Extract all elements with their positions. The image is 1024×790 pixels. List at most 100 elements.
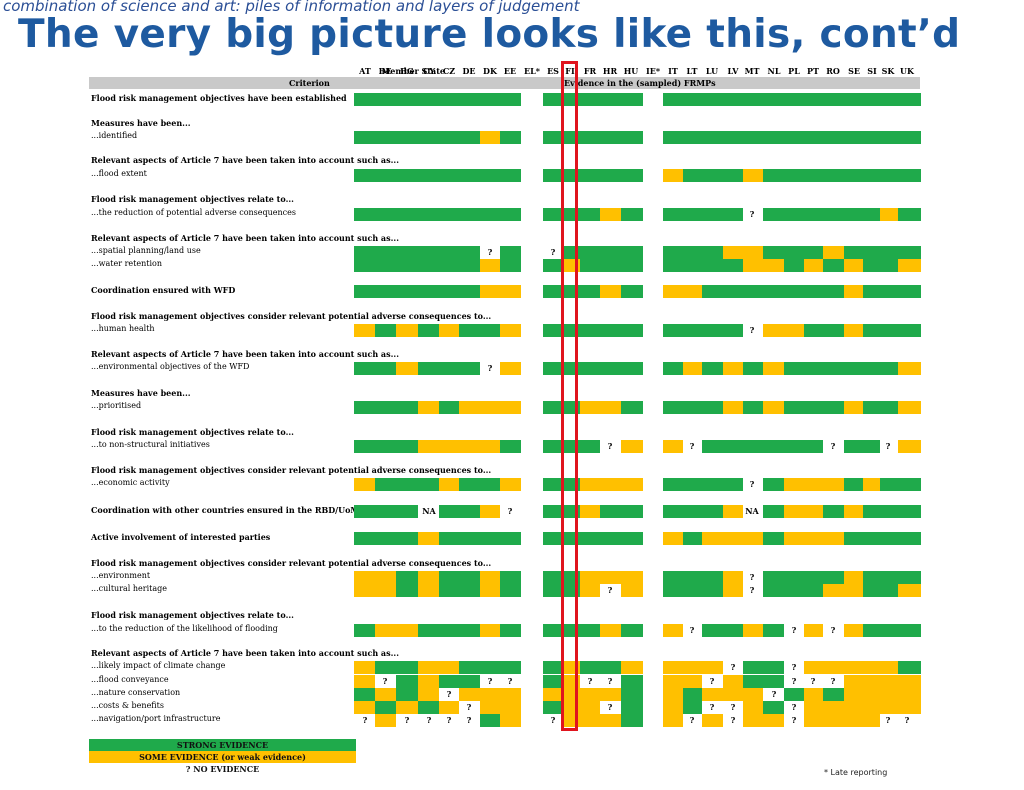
evidence-cell [480, 624, 501, 637]
evidence-cell [823, 246, 844, 259]
evidence-cell [663, 532, 683, 545]
evidence-cell [439, 259, 459, 272]
evidence-cell [663, 571, 683, 584]
country-code-fr: FR [583, 66, 597, 76]
evidence-cell [580, 571, 600, 584]
evidence-cell [723, 532, 743, 545]
evidence-cell [500, 285, 521, 298]
evidence-cell [439, 131, 459, 144]
evidence-cell [723, 208, 743, 221]
evidence-cell [823, 571, 844, 584]
evidence-cell [459, 208, 480, 221]
evidence-cell [439, 714, 459, 727]
evidence-cell [354, 532, 375, 545]
evidence-cell [723, 246, 743, 259]
no-evidence-mark: ? [791, 702, 797, 712]
evidence-cell [459, 169, 480, 182]
evidence-cell [600, 478, 621, 491]
evidence-cell [480, 532, 501, 545]
evidence-cell [844, 169, 864, 182]
criterion-label: Criterion [289, 78, 330, 88]
evidence-cell [683, 285, 703, 298]
evidence-cell [863, 478, 880, 491]
no-evidence-mark: ? [446, 715, 452, 725]
country-code-bg: BG [400, 66, 414, 76]
evidence-cell [439, 688, 459, 701]
evidence-cell [784, 505, 804, 518]
evidence-cell [621, 169, 643, 182]
evidence-cell [480, 208, 501, 221]
evidence-cell [863, 208, 880, 221]
evidence-cell [480, 362, 501, 375]
evidence-cell [702, 324, 723, 337]
evidence-cell [418, 362, 439, 375]
criterion-heading: Relevant aspects of Article 7 have been … [91, 648, 399, 658]
evidence-cell [439, 478, 459, 491]
evidence-cell [459, 440, 480, 453]
evidence-cell [396, 324, 418, 337]
evidence-cell [804, 714, 824, 727]
criterion-item-label: ...likely impact of climate change [91, 661, 226, 670]
evidence-cell [683, 714, 703, 727]
evidence-cell [663, 661, 683, 674]
evidence-cell [763, 714, 784, 727]
evidence-cell [663, 131, 683, 144]
evidence-cell [702, 169, 723, 182]
no-evidence-mark: ? [830, 676, 836, 686]
evidence-cell [683, 208, 703, 221]
evidence-cell [375, 324, 396, 337]
evidence-cell [784, 259, 804, 272]
evidence-cell [784, 131, 804, 144]
evidence-cell [480, 131, 501, 144]
evidence-cell [863, 440, 880, 453]
evidence-cell [439, 624, 459, 637]
evidence-cell [580, 246, 600, 259]
evidence-cell [580, 584, 600, 597]
evidence-cell [743, 478, 764, 491]
criterion-item-label: ...economic activity [91, 478, 170, 487]
evidence-cell [683, 675, 703, 688]
evidence-cell [396, 93, 418, 106]
evidence-cell [396, 701, 418, 714]
evidence-cell [418, 714, 439, 727]
evidence-cell [418, 401, 439, 414]
evidence-cell [543, 584, 562, 597]
country-code-lu: LU [705, 66, 719, 76]
evidence-cell [375, 259, 396, 272]
criterion-item-label: ...environmental objectives of the WFD [91, 362, 250, 371]
evidence-cell [743, 324, 764, 337]
evidence-cell [823, 688, 844, 701]
evidence-cell [784, 169, 804, 182]
evidence-cell [804, 661, 824, 674]
evidence-cell [459, 532, 480, 545]
evidence-cell [763, 584, 784, 597]
evidence-cell [683, 259, 703, 272]
evidence-cell [844, 675, 864, 688]
evidence-cell [823, 661, 844, 674]
evidence-cell [683, 131, 703, 144]
evidence-cell [543, 571, 562, 584]
evidence-cell [580, 362, 600, 375]
evidence-cell [898, 584, 921, 597]
evidence-cell [480, 661, 501, 674]
evidence-cell [804, 675, 824, 688]
evidence-cell [683, 701, 703, 714]
evidence-cell [898, 505, 921, 518]
evidence-cell [621, 285, 643, 298]
evidence-cell [580, 401, 600, 414]
evidence-cell [804, 362, 824, 375]
evidence-cell [784, 688, 804, 701]
evidence-cell [844, 362, 864, 375]
evidence-cell [683, 362, 703, 375]
evidence-cell [480, 688, 501, 701]
evidence-cell [844, 688, 864, 701]
criterion-heading: Relevant aspects of Article 7 have been … [91, 155, 399, 165]
no-evidence-mark: ? [446, 689, 452, 699]
evidence-cell [743, 208, 764, 221]
evidence-cell [723, 661, 743, 674]
evidence-cell [663, 285, 683, 298]
evidence-cell [763, 571, 784, 584]
evidence-cell [898, 688, 921, 701]
evidence-cell [844, 571, 864, 584]
evidence-cell [375, 701, 396, 714]
